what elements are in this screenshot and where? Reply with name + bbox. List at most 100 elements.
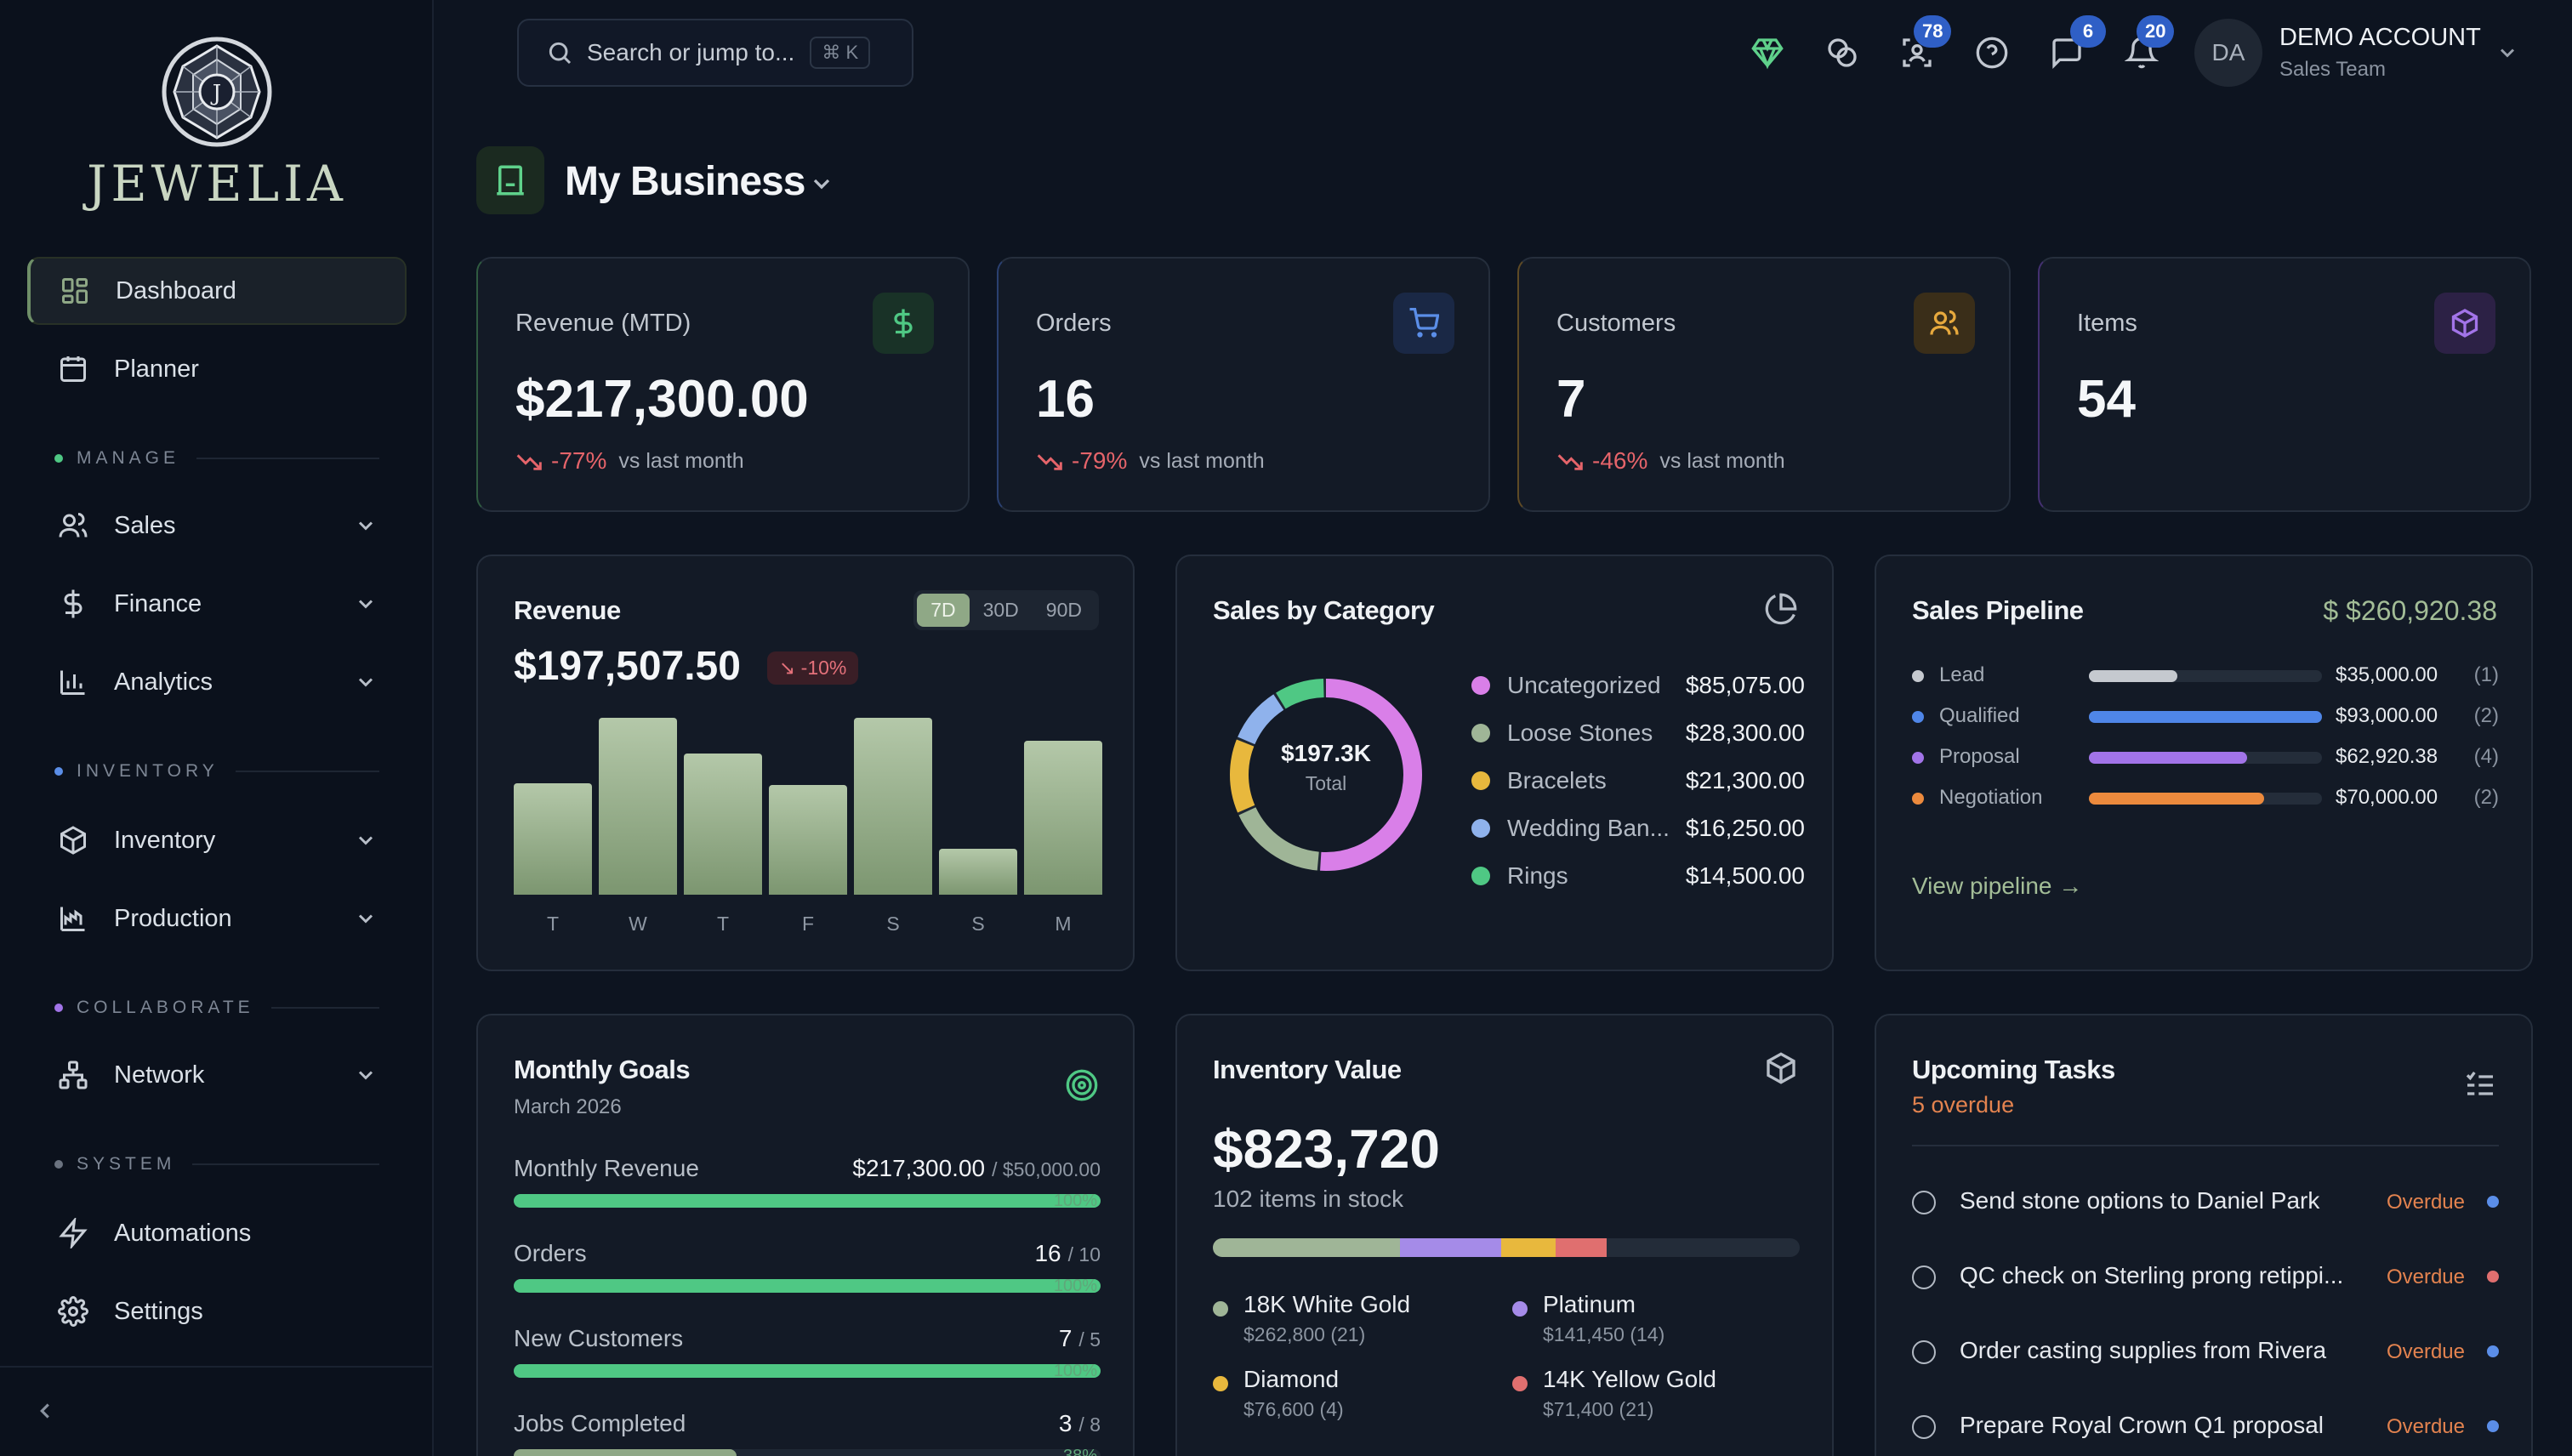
collapse-sidebar-icon[interactable] (32, 1398, 58, 1424)
category-legend-item[interactable]: Uncategorized $85,075.00 (1471, 668, 1805, 702)
category-value: $16,250.00 (1685, 815, 1805, 841)
task-priority-dot (2487, 1196, 2499, 1208)
sales-pipeline-panel: Sales Pipeline $ $260,920.38 Lead $35,000… (1875, 555, 2533, 971)
sidebar-item-label: Production (114, 904, 232, 932)
brand-logo[interactable]: J JEWELIA (0, 34, 434, 213)
donut-slice[interactable] (1230, 679, 1422, 871)
sidebar-item-planner[interactable]: Planner (27, 335, 407, 403)
view-pipeline-link[interactable]: View pipeline → (1912, 873, 2083, 899)
upcoming-tasks-panel: Upcoming Tasks 5 overdue Send stone opti… (1875, 1014, 2533, 1456)
revenue-change: -10% (800, 657, 847, 679)
stat-card-orders[interactable]: Orders 16 -79% vs last month (997, 257, 1490, 512)
stage-name: Qualified (1939, 704, 2020, 727)
sidebar-item-analytics[interactable]: Analytics (27, 648, 407, 716)
stage-name: Proposal (1939, 745, 2020, 768)
search-input[interactable]: Search or jump to... ⌘ K (517, 19, 913, 87)
revenue-bar[interactable] (769, 785, 847, 895)
task-item[interactable]: QC check on Sterling prong retippi... Ove… (1912, 1260, 2499, 1294)
inventory-segment[interactable] (1213, 1238, 1401, 1257)
category-legend-item[interactable]: Bracelets $21,300.00 (1471, 764, 1805, 798)
goal-progress-track (514, 1194, 1101, 1208)
task-checkbox[interactable] (1912, 1191, 1936, 1214)
section-label-collaborate: COLLABORATE (54, 995, 379, 1021)
goal-value-group: 7/ 5 (1059, 1325, 1101, 1352)
revenue-bar[interactable] (854, 718, 932, 895)
category-legend-item[interactable]: Wedding Ban... $16,250.00 (1471, 811, 1805, 845)
task-list-icon[interactable] (2463, 1068, 2497, 1102)
stat-card-customers[interactable]: Customers 7 -46% vs last month (1517, 257, 2011, 512)
sidebar-item-label: Network (114, 1061, 205, 1089)
revenue-bar[interactable] (599, 718, 677, 895)
sidebar-item-sales[interactable]: Sales (27, 492, 407, 560)
pipeline-stage-row[interactable]: Proposal $62,920.38 (4) (1912, 742, 2499, 772)
revenue-bar[interactable] (1024, 741, 1102, 895)
stat-compare: vs last month (1659, 448, 1785, 473)
task-item[interactable]: Order casting supplies from Rivera Overdu… (1912, 1335, 2499, 1369)
legend-dot (1471, 771, 1490, 790)
panel-subtitle: March 2026 (514, 1095, 622, 1118)
sidebar-item-settings[interactable]: Settings (27, 1277, 407, 1345)
category-legend-item[interactable]: Rings $14,500.00 (1471, 859, 1805, 893)
x-tick-label: M (1055, 913, 1072, 935)
inventory-segment[interactable] (1555, 1238, 1607, 1257)
revenue-bar[interactable] (514, 783, 592, 895)
box-icon (2434, 293, 2495, 354)
category-name: Uncategorized (1507, 672, 1661, 698)
range-30d[interactable]: 30D (982, 599, 1019, 621)
section-label-inventory: INVENTORY (54, 759, 379, 784)
account-chevron-down-icon[interactable] (2495, 41, 2519, 65)
stat-trend: -77% vs last month (515, 447, 744, 475)
stage-value: $62,920.38 (2336, 745, 2438, 768)
page-title[interactable]: My Business (565, 159, 805, 204)
sidebar-item-production[interactable]: Production (27, 884, 407, 953)
pipeline-stage-row[interactable]: Lead $35,000.00 (1) (1912, 660, 2499, 691)
stage-progress-fill (2089, 711, 2322, 723)
stage-name: Negotiation (1939, 786, 2043, 809)
sidebar-item-dashboard[interactable]: Dashboard (27, 257, 407, 325)
task-item[interactable]: Send stone options to Daniel Park Overdue (1912, 1186, 2499, 1220)
target-icon (1066, 1069, 1098, 1101)
account-name[interactable]: DEMO ACCOUNT (2279, 24, 2481, 51)
range-90d[interactable]: 90D (1045, 599, 1082, 621)
business-chevron-down-icon[interactable] (808, 170, 835, 197)
goal-progress-fill (514, 1364, 1101, 1378)
category-legend-item[interactable]: Loose Stones $28,300.00 (1471, 716, 1805, 750)
legend-dot (1512, 1301, 1528, 1317)
pipeline-stage-row[interactable]: Qualified $93,000.00 (2) (1912, 701, 2499, 731)
donut-slice[interactable] (1230, 679, 1422, 871)
task-checkbox[interactable] (1912, 1415, 1936, 1439)
sidebar-item-inventory[interactable]: Inventory (27, 806, 407, 874)
task-checkbox[interactable] (1912, 1265, 1936, 1289)
stat-card-revenue[interactable]: Revenue (MTD) $217,300.00 -77% vs last m… (476, 257, 970, 512)
coins-icon[interactable] (1824, 34, 1861, 71)
sidebar-item-automations[interactable]: Automations (27, 1199, 407, 1267)
x-tick-label: T (546, 913, 560, 935)
sidebar-item-finance[interactable]: Finance (27, 570, 407, 638)
pipeline-stage-row[interactable]: Negotiation $70,000.00 (2) (1912, 782, 2499, 813)
lightning-icon (56, 1216, 90, 1250)
search-shortcut: ⌘ K (810, 37, 871, 69)
cart-icon (1393, 293, 1454, 354)
range-7d[interactable]: 7D (917, 594, 970, 627)
sidebar-item-label: Automations (114, 1219, 252, 1247)
section-label-text: INVENTORY (77, 761, 219, 781)
task-checkbox[interactable] (1912, 1340, 1936, 1364)
gem-icon[interactable] (1749, 34, 1786, 71)
chevron-down-icon (358, 914, 373, 924)
goal-progress-fill (514, 1449, 737, 1456)
revenue-bar[interactable] (684, 754, 762, 895)
stage-progress-fill (2089, 752, 2248, 764)
stat-trend: -79% vs last month (1036, 447, 1265, 475)
avatar[interactable]: DA (2194, 19, 2262, 87)
goal-value: 7 (1058, 1325, 1073, 1351)
task-item[interactable]: Prepare Royal Crown Q1 proposal Overdue (1912, 1410, 2499, 1444)
revenue-bar[interactable] (939, 849, 1017, 895)
help-icon[interactable] (1973, 34, 2011, 71)
pie-chart-icon[interactable] (1764, 592, 1798, 626)
inventory-segment[interactable] (1500, 1238, 1556, 1257)
divider (196, 458, 379, 459)
legend-dot (1213, 1301, 1228, 1317)
sidebar-item-network[interactable]: Network (27, 1041, 407, 1109)
stat-card-items[interactable]: Items 54 (2038, 257, 2531, 512)
inventory-segment[interactable] (1400, 1238, 1501, 1257)
